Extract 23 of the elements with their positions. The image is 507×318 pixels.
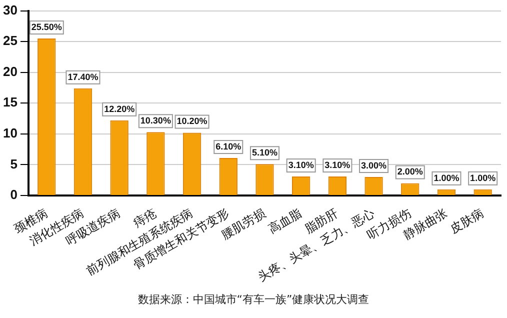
- data-label: 10.30%: [140, 116, 171, 126]
- data-label: 3.10%: [324, 160, 350, 170]
- x-tick-label: 高血脂: [266, 206, 304, 236]
- data-label: 3.10%: [288, 160, 314, 170]
- data-label: 3.00%: [361, 160, 387, 171]
- data-label: 10.20%: [176, 116, 208, 126]
- data-label: 1.00%: [470, 172, 496, 183]
- x-tick-label: 皮肤病: [448, 206, 486, 236]
- y-tick-label: 30: [2, 2, 18, 18]
- data-label: 6.10%: [216, 141, 242, 152]
- data-label: 1.00%: [434, 172, 460, 183]
- y-tick-label: 10: [2, 126, 18, 141]
- data-label: 2.00%: [397, 166, 423, 177]
- data-label: 25.50%: [31, 22, 62, 32]
- data-label: 17.40%: [68, 72, 98, 82]
- y-tick-label: 15: [2, 94, 18, 110]
- data-label: 12.20%: [104, 104, 135, 114]
- y-tick-label: 5: [10, 156, 18, 172]
- y-tick-label: 0: [10, 187, 18, 202]
- y-tick-label: 25: [2, 33, 18, 48]
- data-label: 5.10%: [252, 148, 278, 158]
- y-tick-label: 20: [2, 64, 18, 79]
- source-note: 数据来源：中国城市“有车一族”健康状况大调查: [136, 292, 370, 307]
